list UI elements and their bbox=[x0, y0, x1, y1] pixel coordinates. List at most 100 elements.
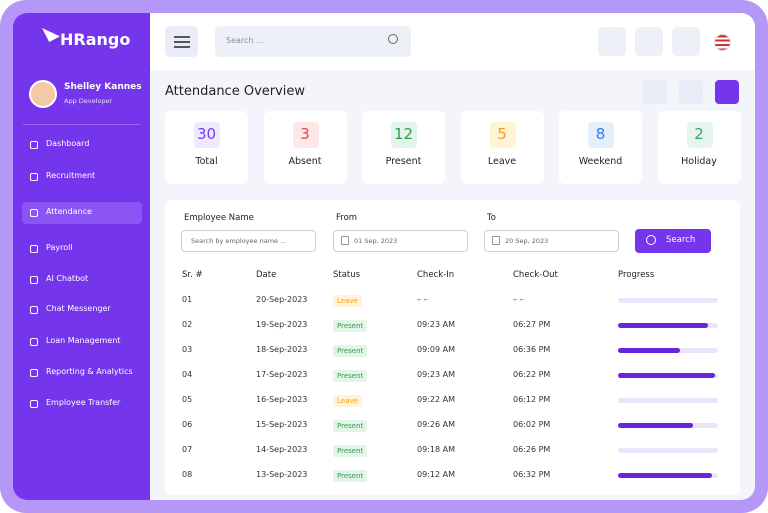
check-in: 09:09 AM bbox=[417, 345, 455, 354]
status-badge: Present bbox=[333, 420, 368, 432]
stat-label: Total bbox=[195, 156, 218, 167]
table-header: Progress bbox=[618, 270, 655, 280]
check-in: – – bbox=[417, 295, 428, 304]
brand: HRango bbox=[60, 30, 131, 49]
stat-badge bbox=[194, 122, 220, 148]
stat-badge bbox=[391, 122, 417, 148]
action-button[interactable] bbox=[679, 80, 703, 104]
search-placeholder: Search ... bbox=[226, 36, 264, 45]
check-out: 06:26 PM bbox=[513, 445, 551, 454]
row-date: 16-Sep-2023 bbox=[256, 395, 308, 404]
row-number: 03 bbox=[182, 345, 193, 354]
check-out: 06:36 PM bbox=[513, 345, 551, 354]
menu-item[interactable]: Payroll bbox=[46, 243, 73, 252]
status-badge: Present bbox=[333, 345, 368, 357]
menu-item[interactable]: Attendance bbox=[46, 207, 92, 216]
row-number: 01 bbox=[182, 295, 193, 304]
top-icon[interactable] bbox=[672, 27, 700, 56]
calendar-icon bbox=[492, 236, 500, 245]
stat-badge bbox=[686, 122, 713, 148]
stat-value: 3 bbox=[300, 125, 310, 143]
menu-item[interactable]: Loan Management bbox=[46, 336, 121, 345]
menu-item[interactable]: Employee Transfer bbox=[46, 398, 121, 407]
from-value: 01 Sep, 2023 bbox=[354, 237, 398, 245]
menu-item[interactable]: Reporting & Analytics bbox=[46, 367, 133, 376]
info-button[interactable] bbox=[715, 80, 739, 104]
menu-item[interactable]: Dashboard bbox=[46, 139, 90, 148]
filter-label: To bbox=[487, 213, 496, 223]
check-out: 06:32 PM bbox=[513, 470, 551, 479]
menu-item[interactable]: AI Chatbot bbox=[46, 274, 89, 283]
row-date: 18-Sep-2023 bbox=[256, 345, 308, 354]
menu-icon bbox=[30, 369, 38, 377]
top-icon[interactable] bbox=[635, 27, 663, 56]
hamburger-line bbox=[174, 36, 190, 38]
employee-placeholder: Search by employee name ... bbox=[191, 237, 287, 245]
flag[interactable] bbox=[714, 34, 731, 51]
from-input[interactable] bbox=[333, 230, 468, 252]
stat-label: Holiday bbox=[681, 156, 717, 167]
row-date: 19-Sep-2023 bbox=[256, 320, 308, 329]
calendar-icon bbox=[341, 236, 349, 245]
check-in: 09:12 AM bbox=[417, 470, 455, 479]
menu-active bbox=[22, 202, 142, 224]
table-header: Check-In bbox=[417, 270, 455, 280]
row-number: 02 bbox=[182, 320, 193, 329]
check-out: 06:12 PM bbox=[513, 395, 551, 404]
top-icon[interactable] bbox=[598, 27, 626, 56]
stat-value: 8 bbox=[595, 125, 606, 143]
row-date: 20-Sep-2023 bbox=[256, 295, 308, 304]
menu-item[interactable]: Recruitment bbox=[46, 171, 96, 180]
filter-label: From bbox=[336, 213, 358, 223]
check-out: 06:22 PM bbox=[513, 370, 551, 379]
progress-fill bbox=[618, 423, 693, 428]
hamburger-line bbox=[174, 41, 190, 43]
to-input[interactable] bbox=[484, 230, 619, 252]
row-date: 15-Sep-2023 bbox=[256, 420, 308, 429]
to-value: 20 Sep, 2023 bbox=[505, 237, 549, 245]
menu-icon bbox=[30, 338, 38, 346]
search-box[interactable] bbox=[215, 26, 411, 57]
stat-value: 30 bbox=[196, 125, 217, 143]
stat-value: 12 bbox=[393, 125, 414, 143]
check-in: 09:23 AM bbox=[417, 370, 455, 379]
user-role: App Developer bbox=[64, 97, 113, 105]
employee-input[interactable] bbox=[181, 230, 316, 252]
status-badge: Present bbox=[333, 370, 368, 382]
progress-track bbox=[618, 398, 718, 403]
status-badge: Leave bbox=[333, 295, 362, 307]
table-header: Status bbox=[333, 270, 361, 280]
check-out: 06:02 PM bbox=[513, 420, 551, 429]
stat-badge bbox=[292, 122, 319, 148]
progress-fill bbox=[618, 323, 708, 328]
row-date: 13-Sep-2023 bbox=[256, 470, 308, 479]
status-badge: Present bbox=[333, 470, 368, 482]
check-out: – – bbox=[513, 295, 524, 304]
row-date: 14-Sep-2023 bbox=[256, 445, 308, 454]
check-in: 09:23 AM bbox=[417, 320, 455, 329]
check-in: 09:26 AM bbox=[417, 420, 455, 429]
stat-badge bbox=[588, 122, 614, 148]
user-name: Shelley Kannes bbox=[64, 82, 142, 92]
search-button-label: Search bbox=[666, 235, 696, 245]
avatar bbox=[29, 80, 57, 108]
stat-badge bbox=[489, 122, 516, 148]
stat-label: Present bbox=[385, 156, 422, 167]
row-number: 08 bbox=[182, 470, 193, 479]
menu-icon bbox=[30, 173, 38, 181]
row-number: 07 bbox=[182, 445, 193, 454]
row-date: 17-Sep-2023 bbox=[256, 370, 308, 379]
stat-label: Absent bbox=[288, 156, 322, 167]
divider bbox=[23, 124, 140, 125]
menu-item[interactable]: Chat Messenger bbox=[46, 304, 111, 313]
progress-track bbox=[618, 448, 718, 453]
row-number: 04 bbox=[182, 370, 193, 379]
action-button[interactable] bbox=[643, 80, 667, 104]
status-badge: Present bbox=[333, 320, 368, 332]
menu-icon bbox=[30, 245, 38, 253]
stat-label: Leave bbox=[487, 156, 517, 167]
check-out: 06:27 PM bbox=[513, 320, 551, 329]
filter-label: Employee Name bbox=[184, 213, 254, 223]
status-badge: Leave bbox=[333, 395, 362, 407]
